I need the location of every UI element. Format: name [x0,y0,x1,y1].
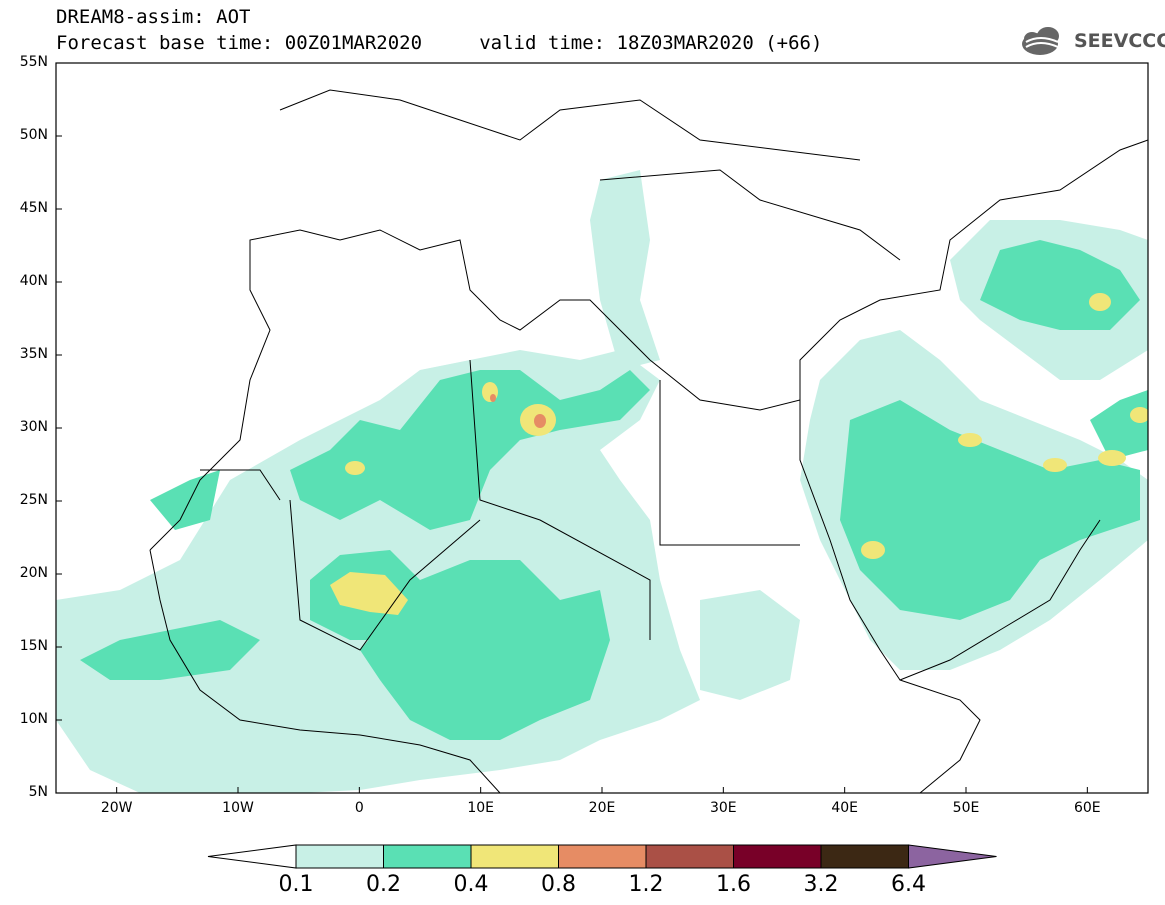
cloud-icon [1022,27,1059,55]
lon-label: 0 [354,800,364,816]
lat-label: 5N [28,784,48,800]
lat-label: 40N [19,273,48,289]
lat-label: 35N [19,346,48,362]
lon-label: 50E [952,800,980,816]
colorbar-label: 6.4 [891,872,926,897]
aot-field [56,170,1148,793]
aot-level-0-4 [330,293,1148,615]
lon-label: 10E [467,800,494,816]
seevccc-logo [1022,27,1059,55]
lat-label: 15N [19,638,48,654]
lon-label: 60E [1073,800,1101,816]
lat-label: 25N [19,492,48,508]
lon-label: 40E [831,800,858,816]
logo-text: SEEVCCC [1074,30,1165,52]
map-title: DREAM8-assim: AOT [56,6,251,28]
lat-label: 50N [19,127,48,143]
aot-level-0-2 [80,240,1148,740]
lon-label: 20W [100,800,133,816]
lon-label: 20E [588,800,616,816]
colorbar-label: 1.6 [716,872,751,897]
lat-label: 10N [19,711,48,727]
lat-label: 30N [19,419,48,435]
coastlines [149,89,1148,793]
colorbar-label: 0.8 [541,872,576,897]
colorbar-label: 0.1 [278,872,314,897]
lon-label: 30E [709,800,737,816]
map-subtitle: Forecast base time: 00Z01MAR2020 valid t… [56,32,823,54]
aot-level-0-8 [490,394,546,428]
colorbar-label: 3.2 [803,872,839,897]
lat-label: 20N [19,565,48,581]
lon-label: 10W [222,800,254,816]
lat-label: 55N [19,54,48,70]
lat-label: 45N [19,200,48,216]
axis-ticks [56,62,1088,794]
colorbar-label: 0.2 [366,872,401,897]
colorbar-label: 0.4 [453,872,489,897]
colorbar-label: 1.2 [628,872,664,897]
